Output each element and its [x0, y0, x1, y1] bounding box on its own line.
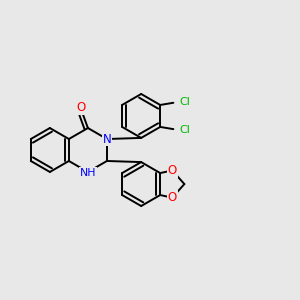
Text: O: O [168, 164, 177, 177]
Text: O: O [76, 101, 85, 114]
Text: NH: NH [80, 168, 96, 178]
Text: O: O [168, 191, 177, 204]
Text: N: N [103, 133, 111, 146]
Text: Cl: Cl [180, 125, 190, 135]
Text: Cl: Cl [180, 97, 190, 107]
